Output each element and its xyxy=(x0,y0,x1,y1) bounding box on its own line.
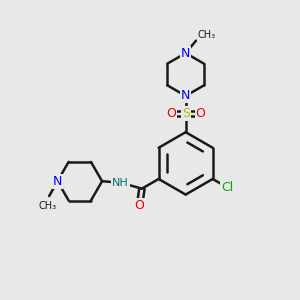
Text: Cl: Cl xyxy=(221,181,234,194)
Text: O: O xyxy=(135,200,145,212)
Text: S: S xyxy=(182,107,190,120)
Text: O: O xyxy=(166,107,176,120)
Text: N: N xyxy=(181,89,190,102)
Text: CH₃: CH₃ xyxy=(198,30,216,40)
Text: NH: NH xyxy=(112,178,129,188)
Text: N: N xyxy=(53,175,62,188)
Text: CH₃: CH₃ xyxy=(39,200,57,211)
Text: N: N xyxy=(181,46,190,60)
Text: O: O xyxy=(196,107,206,120)
